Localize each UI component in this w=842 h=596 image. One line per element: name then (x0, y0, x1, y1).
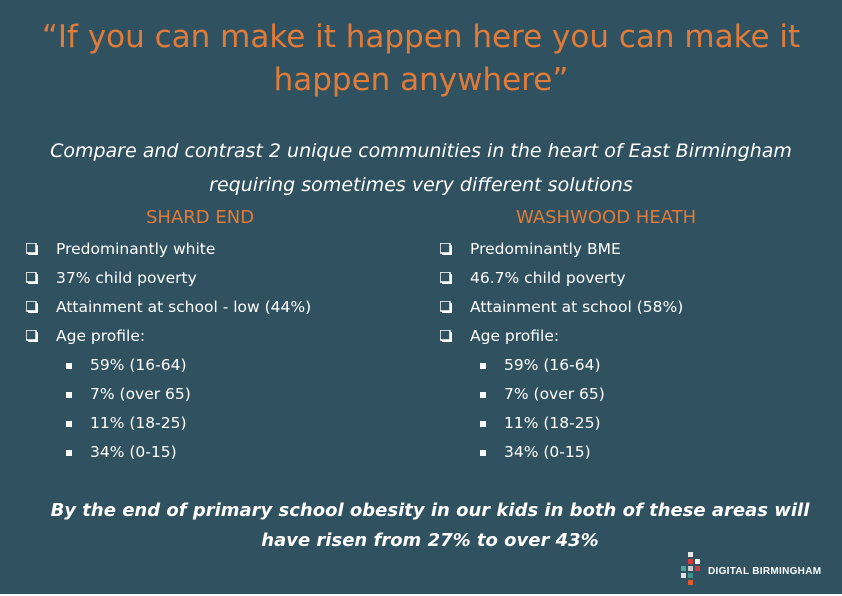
hollow-square-bullet-icon (26, 330, 38, 342)
filled-square-bullet-icon (66, 421, 72, 427)
list-item-text: 46.7% child poverty (470, 269, 626, 287)
filled-square-bullet-icon (66, 392, 72, 398)
hollow-square-bullet-icon (26, 301, 38, 313)
list-item-text: 37% child poverty (56, 269, 197, 287)
filled-square-bullet-icon (480, 421, 486, 427)
sub-item-text: 7% (over 65) (90, 385, 191, 403)
hollow-square-bullet-icon (440, 301, 452, 313)
sub-item-text: 34% (0-15) (504, 443, 591, 461)
filled-square-bullet-icon (480, 363, 486, 369)
digital-birmingham-logo: DIGITAL BIRMINGHAM (676, 550, 836, 586)
list-item-text: Age profile: (56, 327, 146, 345)
list-item-text: Predominantly white (56, 240, 216, 258)
list-item-text: Age profile: (470, 327, 560, 345)
heading-washwood-heath: WASHWOOD HEATH (516, 207, 697, 228)
hollow-square-bullet-icon (440, 330, 452, 342)
hollow-square-bullet-icon (26, 243, 38, 255)
filled-square-bullet-icon (66, 363, 72, 369)
sub-item-text: 59% (16-64) (90, 356, 187, 374)
sub-item-text: 11% (18-25) (504, 414, 601, 432)
hollow-square-bullet-icon (440, 243, 452, 255)
filled-square-bullet-icon (480, 392, 486, 398)
sub-item-text: 34% (0-15) (90, 443, 177, 461)
obesity-statement: By the end of primary school obesity in … (50, 500, 810, 551)
list-item-text: Attainment at school (58%) (470, 298, 684, 316)
sub-item-text: 11% (18-25) (90, 414, 187, 432)
digital-birmingham-logo-icon (676, 550, 706, 586)
logo-text: DIGITAL BIRMINGHAM (708, 566, 822, 577)
heading-shard-end: SHARD END (146, 207, 255, 228)
filled-square-bullet-icon (480, 450, 486, 456)
list-item-text: Attainment at school - low (44%) (56, 298, 312, 316)
list-item-text: Predominantly BME (470, 240, 621, 258)
hollow-square-bullet-icon (440, 272, 452, 284)
filled-square-bullet-icon (66, 450, 72, 456)
slide-subtitle: Compare and contrast 2 unique communitie… (50, 140, 792, 196)
slide-title: “If you can make it happen here you can … (41, 19, 801, 98)
sub-item-text: 59% (16-64) (504, 356, 601, 374)
sub-item-text: 7% (over 65) (504, 385, 605, 403)
hollow-square-bullet-icon (26, 272, 38, 284)
